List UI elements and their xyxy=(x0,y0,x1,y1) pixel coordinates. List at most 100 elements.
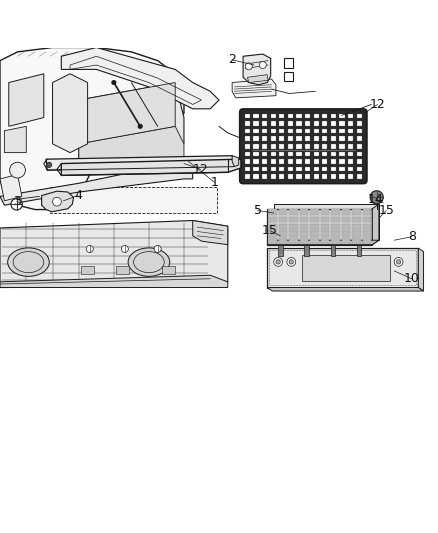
Bar xyxy=(322,114,328,118)
Bar xyxy=(262,122,267,126)
Bar xyxy=(357,144,362,149)
Circle shape xyxy=(112,80,116,85)
Bar xyxy=(268,231,277,237)
Bar xyxy=(314,114,319,118)
Bar xyxy=(279,209,287,215)
Bar xyxy=(288,136,293,141)
Bar xyxy=(288,167,293,171)
Bar xyxy=(357,151,362,156)
Ellipse shape xyxy=(8,248,49,276)
Bar xyxy=(322,167,328,171)
Bar xyxy=(162,265,175,274)
Bar xyxy=(305,144,310,149)
Bar xyxy=(310,238,319,244)
Bar xyxy=(279,167,284,171)
Bar xyxy=(254,129,258,133)
Bar xyxy=(305,136,310,141)
Bar xyxy=(262,114,267,118)
Circle shape xyxy=(396,260,401,264)
Bar xyxy=(279,231,287,237)
Bar xyxy=(363,209,371,215)
Bar xyxy=(284,59,293,68)
Bar xyxy=(357,174,362,179)
Bar xyxy=(331,129,336,133)
Polygon shape xyxy=(0,161,193,205)
Bar xyxy=(279,129,284,133)
Bar xyxy=(297,144,302,149)
Bar xyxy=(254,151,258,156)
Bar xyxy=(331,238,340,244)
Bar xyxy=(348,129,353,133)
Text: 15: 15 xyxy=(262,224,278,237)
Bar xyxy=(262,167,267,171)
Circle shape xyxy=(276,260,280,264)
Bar xyxy=(116,265,129,274)
Bar xyxy=(352,238,361,244)
Polygon shape xyxy=(418,248,424,291)
Polygon shape xyxy=(274,204,379,240)
Circle shape xyxy=(370,191,383,204)
Bar xyxy=(297,167,302,171)
Bar xyxy=(357,245,361,255)
Bar xyxy=(297,114,302,118)
Text: 8: 8 xyxy=(408,230,416,243)
Bar xyxy=(314,151,319,156)
Bar xyxy=(348,144,353,149)
Bar xyxy=(254,122,258,126)
Polygon shape xyxy=(267,240,379,245)
Text: 12: 12 xyxy=(370,98,385,111)
FancyBboxPatch shape xyxy=(240,109,367,184)
Bar xyxy=(331,114,336,118)
Bar xyxy=(278,245,283,255)
Bar xyxy=(310,231,319,237)
Bar xyxy=(279,216,287,222)
Bar xyxy=(322,144,328,149)
Bar xyxy=(279,159,284,164)
Bar xyxy=(363,231,371,237)
Polygon shape xyxy=(4,126,26,152)
Circle shape xyxy=(11,199,22,210)
Polygon shape xyxy=(61,47,219,109)
Bar xyxy=(254,114,258,118)
Bar xyxy=(339,167,345,171)
Bar xyxy=(271,122,276,126)
Bar xyxy=(342,238,350,244)
Bar xyxy=(357,129,362,133)
Bar xyxy=(348,167,353,171)
Bar xyxy=(357,159,362,164)
Bar xyxy=(348,159,353,164)
Bar xyxy=(288,122,293,126)
Bar xyxy=(339,151,345,156)
Bar xyxy=(314,122,319,126)
Bar xyxy=(271,174,276,179)
Bar xyxy=(279,151,284,156)
Bar xyxy=(339,129,345,133)
Bar xyxy=(262,129,267,133)
Bar xyxy=(314,144,319,149)
Bar xyxy=(289,238,298,244)
Bar xyxy=(363,216,371,222)
Circle shape xyxy=(274,257,283,266)
Bar xyxy=(357,114,362,118)
Bar xyxy=(262,144,267,149)
Bar xyxy=(348,114,353,118)
Bar xyxy=(314,167,319,171)
Bar xyxy=(262,174,267,179)
Bar xyxy=(271,129,276,133)
Bar xyxy=(271,114,276,118)
Bar xyxy=(262,159,267,164)
Circle shape xyxy=(121,246,128,253)
Polygon shape xyxy=(247,75,268,83)
Bar xyxy=(271,151,276,156)
Circle shape xyxy=(287,257,296,266)
Text: 12: 12 xyxy=(193,163,208,176)
Bar xyxy=(352,216,361,222)
Bar xyxy=(363,238,371,244)
Text: 5: 5 xyxy=(254,204,261,217)
Bar xyxy=(268,224,277,230)
Bar xyxy=(331,159,336,164)
Bar xyxy=(245,129,250,133)
Bar xyxy=(310,224,319,230)
Bar xyxy=(297,122,302,126)
Bar xyxy=(271,136,276,141)
